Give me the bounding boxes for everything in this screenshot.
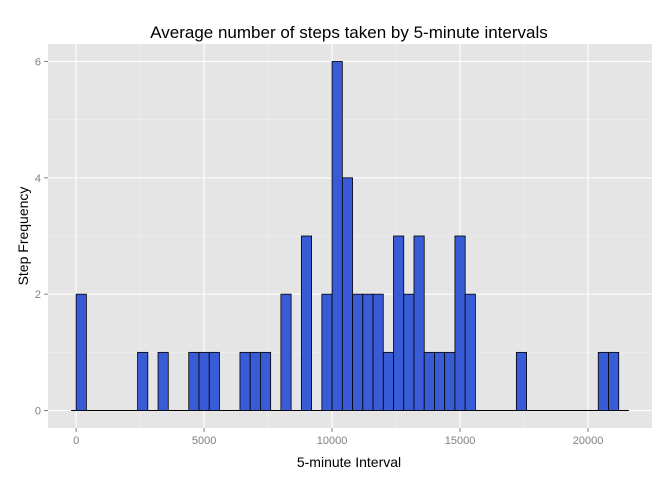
y-axis-title: Step Frequency [15,187,31,286]
histogram-bar [280,293,292,411]
histogram-bar [393,235,405,411]
y-tick-label: 4 [35,173,41,185]
y-tick-label: 6 [35,56,41,68]
histogram-bar [341,177,353,411]
x-axis-title: 5-minute Interval [297,454,401,470]
histogram-bar [137,351,149,411]
histogram-bar [515,351,527,411]
histogram-bar [260,351,272,411]
histogram-bar [597,351,609,411]
y-tick-label: 0 [35,406,41,418]
x-tick-label: 20000 [573,435,604,447]
histogram-bar [403,293,415,411]
histogram-bar [434,351,446,411]
histogram-bar [444,351,456,411]
y-tick-label: 2 [35,289,41,301]
x-tick-label: 10000 [317,435,348,447]
histogram-bar [321,293,333,411]
histogram-bar [331,61,343,411]
x-tick-label: 15000 [445,435,476,447]
histogram-bar [423,351,435,411]
histogram-bar [208,351,220,411]
histogram-bar [157,351,169,411]
axis-ticks: 0 5000 10000 15000 20000 0 2 4 6 [35,56,603,447]
x-tick-label: 5000 [192,435,216,447]
histogram-bar [413,235,425,411]
histogram-bar [372,293,384,411]
histogram-bar [382,351,394,411]
histogram-bar [75,293,87,411]
histogram-bar [352,293,364,411]
histogram-bar [239,351,251,411]
histogram-bar [249,351,261,411]
histogram-bar [300,235,313,411]
chart-title: Average number of steps taken by 5-minut… [150,23,548,42]
histogram-bar [608,351,620,411]
histogram-bar [464,293,476,411]
histogram-bar [454,235,466,411]
bars [75,61,620,411]
histogram-bar [188,351,200,411]
histogram-bar [362,293,374,411]
x-tick-label: 0 [73,435,79,447]
histogram-bar [198,351,210,411]
